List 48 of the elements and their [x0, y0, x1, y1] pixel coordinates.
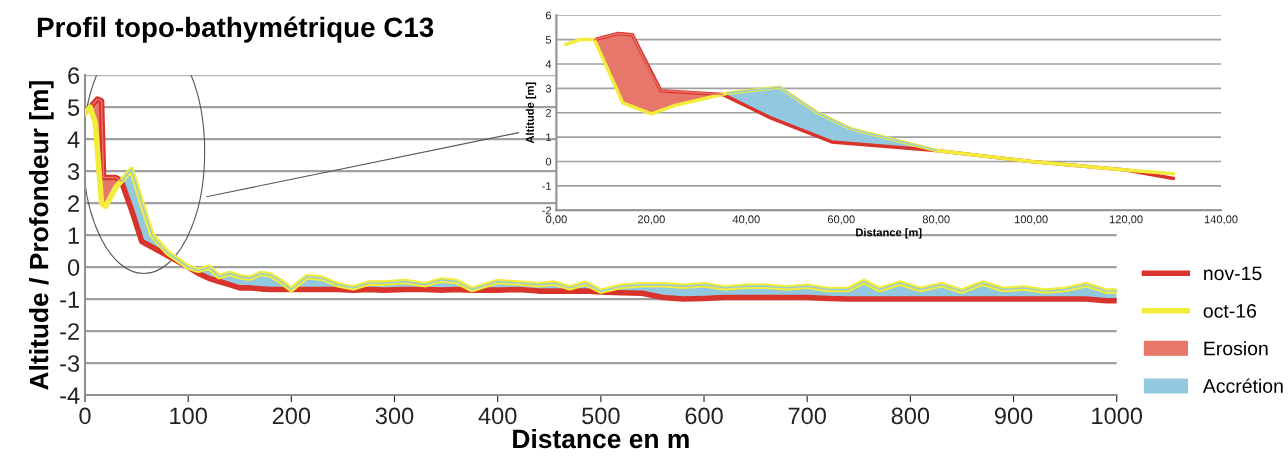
- y-tick-label: 2: [545, 108, 551, 117]
- x-tick-label: 1000: [1092, 407, 1143, 425]
- y-tick-label: -1: [60, 291, 79, 308]
- x-tick-label: 60,00: [827, 215, 855, 225]
- legend-label: Accrétion: [1202, 378, 1283, 393]
- x-axis-title: Distance en m: [513, 428, 689, 449]
- x-tick-label: 100,00: [1014, 215, 1048, 225]
- y-tick-label: 3: [545, 84, 552, 93]
- x-tick-label: 20,00: [638, 215, 665, 225]
- legend-label: nov-15: [1204, 266, 1262, 281]
- x-tick-label: 140,00: [1204, 215, 1238, 225]
- x-tick-label: 500: [582, 407, 620, 425]
- y-tick-label: 5: [67, 99, 80, 116]
- y-tick-label: -2: [60, 323, 79, 340]
- y-tick-label: 0: [545, 157, 552, 166]
- x-axis-title: Distance [m]: [856, 228, 922, 239]
- y-tick-label: -2: [542, 206, 551, 215]
- y-tick-label: -3: [60, 355, 80, 372]
- y-tick-label: 3: [67, 163, 80, 180]
- y-tick-label: 1: [546, 133, 552, 142]
- x-tick-label: 800: [891, 407, 930, 425]
- x-tick-label: 100: [170, 407, 207, 425]
- y-tick-label: 2: [68, 195, 79, 212]
- x-tick-label: 0: [79, 407, 91, 425]
- legend-label: oct-16: [1203, 304, 1257, 318]
- y-tick-label: 0: [67, 259, 80, 276]
- y-axis-title: Altitude [m]: [525, 82, 537, 144]
- y-tick-label: 5: [545, 35, 552, 44]
- y-tick-label: -1: [542, 182, 552, 190]
- y-tick-label: 4: [545, 60, 552, 68]
- x-tick-label: 400: [478, 407, 517, 425]
- x-tick-label: 80,00: [922, 215, 950, 225]
- x-tick-label: 200: [272, 407, 311, 425]
- y-tick-label: 6: [68, 67, 80, 84]
- x-tick-label: 900: [994, 407, 1033, 425]
- y-tick-label: 6: [545, 11, 552, 20]
- legend-label: Erosion: [1204, 341, 1268, 356]
- y-tick-label: 4: [67, 131, 80, 148]
- x-tick-label: 700: [788, 407, 826, 425]
- y-axis-title: Altitude / Profondeur [m]: [29, 81, 54, 390]
- x-tick-label: 40,00: [732, 215, 760, 225]
- y-tick-label: 1: [68, 227, 79, 244]
- x-tick-label: 120,00: [1109, 215, 1143, 225]
- x-tick-label: 600: [685, 407, 723, 425]
- y-tick-label: -4: [60, 387, 80, 404]
- x-tick-label: 0,00: [546, 215, 567, 225]
- chart-title: Profil topo-bathymétrique C13: [37, 16, 434, 43]
- x-tick-label: 300: [375, 407, 414, 425]
